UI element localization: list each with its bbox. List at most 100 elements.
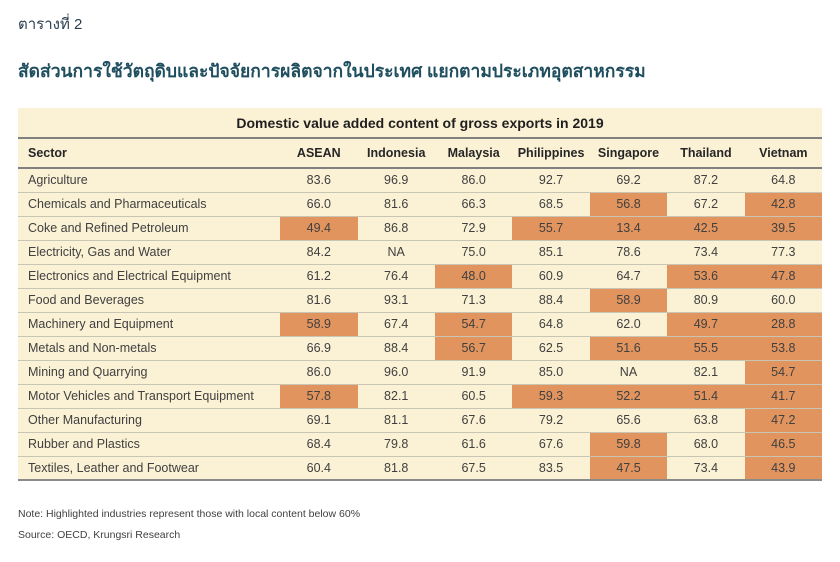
value-cell: 79.2: [512, 408, 590, 433]
value-cell-highlighted: 56.7: [434, 336, 513, 361]
value-cell: 69.2: [589, 168, 668, 193]
value-cell: 60.4: [280, 456, 358, 481]
value-cell: 96.0: [357, 360, 435, 385]
value-cell-highlighted: 59.8: [589, 432, 668, 457]
value-cell-highlighted: 49.4: [280, 216, 358, 241]
value-cell: 87.2: [667, 168, 745, 193]
value-cell: 62.5: [512, 336, 590, 361]
table-title-row: Domestic value added content of gross ex…: [18, 108, 822, 139]
table-body: Agriculture 83.6 96.9 86.0 92.7 69.2 87.2 64.8 C…: [18, 168, 822, 481]
value-cell-highlighted: 51.6: [589, 336, 668, 361]
value-cell: 62.0: [589, 312, 668, 337]
value-cell-highlighted: 54.7: [744, 360, 822, 385]
source-text: Source: OECD, Krungsri Research: [18, 529, 181, 541]
value-cell: 72.9: [434, 216, 513, 241]
table-row: Metals and Non-metals 66.9 88.4 56.7 62.5 51.…: [18, 336, 822, 361]
value-cell-highlighted: 28.8: [744, 312, 822, 337]
value-cell-highlighted: 55.7: [512, 216, 590, 241]
table-row: Electronics and Electrical Equipment 61.2…: [18, 264, 822, 289]
value-cell: 60.9: [512, 264, 590, 289]
value-cell-highlighted: 58.9: [589, 288, 668, 313]
value-cell: 82.1: [667, 360, 745, 385]
col-header-singapore: Singapore: [589, 138, 668, 169]
sector-cell: Motor Vehicles and Transport Equipment: [18, 384, 281, 409]
sector-cell: Machinery and Equipment: [18, 312, 281, 337]
value-cell-highlighted: 43.9: [744, 456, 822, 481]
value-cell: 81.1: [357, 408, 435, 433]
value-cell-highlighted: 46.5: [744, 432, 822, 457]
value-cell: 64.7: [589, 264, 668, 289]
value-cell: 63.8: [667, 408, 745, 433]
value-cell: 82.1: [357, 384, 435, 409]
value-cell: 81.6: [280, 288, 358, 313]
value-cell-highlighted: 47.8: [744, 264, 822, 289]
sector-cell: Metals and Non-metals: [18, 336, 281, 361]
value-cell: 75.0: [434, 240, 513, 265]
value-cell: 96.9: [357, 168, 435, 193]
sector-cell: Food and Beverages: [18, 288, 281, 313]
sector-cell: Textiles, Leather and Footwear: [18, 456, 281, 481]
value-cell: 80.9: [667, 288, 745, 313]
value-cell: 60.5: [434, 384, 513, 409]
value-cell-highlighted: 41.7: [744, 384, 822, 409]
sector-cell: Agriculture: [18, 168, 281, 193]
sector-cell: Mining and Quarrying: [18, 360, 281, 385]
value-cell-highlighted: 53.8: [744, 336, 822, 361]
sector-cell: Coke and Refined Petroleum: [18, 216, 281, 241]
value-cell-highlighted: 56.8: [589, 192, 668, 217]
value-cell: 77.3: [744, 240, 822, 265]
column-header-row: Sector ASEAN Indonesia Malaysia Philippines S…: [18, 138, 822, 169]
table-head: Domestic value added content of gross ex…: [18, 108, 822, 169]
value-cell-highlighted: 55.5: [667, 336, 745, 361]
value-cell: 79.8: [357, 432, 435, 457]
value-cell: NA: [589, 360, 668, 385]
value-cell: 76.4: [357, 264, 435, 289]
value-cell: 86.8: [357, 216, 435, 241]
table-row: Textiles, Leather and Footwear 60.4 81.8 67…: [18, 456, 822, 481]
value-cell-highlighted: 57.8: [280, 384, 358, 409]
sector-cell: Rubber and Plastics: [18, 432, 281, 457]
table-row: Electricity, Gas and Water 84.2 NA 75.0 85.1…: [18, 240, 822, 265]
value-cell: 67.6: [512, 432, 590, 457]
value-cell: 64.8: [512, 312, 590, 337]
value-cell-highlighted: 48.0: [434, 264, 513, 289]
value-cell-highlighted: 49.7: [667, 312, 745, 337]
value-cell: 61.6: [434, 432, 513, 457]
value-cell: 84.2: [280, 240, 358, 265]
table-row: Chemicals and Pharmaceuticals 66.0 81.6 66.…: [18, 192, 822, 217]
value-cell: 66.0: [280, 192, 358, 217]
data-table: Domestic value added content of gross ex…: [18, 108, 822, 481]
value-cell: 67.5: [434, 456, 513, 481]
value-cell: 81.8: [357, 456, 435, 481]
value-cell-highlighted: 42.5: [667, 216, 745, 241]
sector-cell: Electricity, Gas and Water: [18, 240, 281, 265]
value-cell: 88.4: [357, 336, 435, 361]
value-cell: 86.0: [280, 360, 358, 385]
value-cell-highlighted: 54.7: [434, 312, 513, 337]
value-cell: 69.1: [280, 408, 358, 433]
table-row: Machinery and Equipment 58.9 67.4 54.7 64.8 6…: [18, 312, 822, 337]
col-header-vietnam: Vietnam: [744, 138, 822, 169]
value-cell: 66.3: [434, 192, 513, 217]
col-header-thailand: Thailand: [667, 138, 745, 169]
table-title: Domestic value added content of gross ex…: [18, 108, 822, 139]
table-row: Mining and Quarrying 86.0 96.0 91.9 85.0 NA 82…: [18, 360, 822, 385]
value-cell-highlighted: 59.3: [512, 384, 590, 409]
col-header-philippines: Philippines: [512, 138, 590, 169]
value-cell: 67.4: [357, 312, 435, 337]
table-row: Other Manufacturing 69.1 81.1 67.6 79.2 65.6 6…: [18, 408, 822, 433]
value-cell-highlighted: 51.4: [667, 384, 745, 409]
value-cell: 66.9: [280, 336, 358, 361]
page: ตารางที่ 2 สัดส่วนการใช้วัตถุดิบและปัจจั…: [18, 16, 822, 541]
value-cell-highlighted: 53.6: [667, 264, 745, 289]
table-number-label: ตารางที่ 2: [18, 16, 83, 33]
value-cell: NA: [357, 240, 435, 265]
col-header-malaysia: Malaysia: [434, 138, 513, 169]
value-cell: 85.1: [512, 240, 590, 265]
value-cell: 65.6: [589, 408, 668, 433]
table-row: Coke and Refined Petroleum 49.4 86.8 72.9 55…: [18, 216, 822, 241]
value-cell: 85.0: [512, 360, 590, 385]
value-cell: 73.4: [667, 456, 745, 481]
value-cell: 83.6: [280, 168, 358, 193]
table-row: Food and Beverages 81.6 93.1 71.3 88.4 58.9 80…: [18, 288, 822, 313]
